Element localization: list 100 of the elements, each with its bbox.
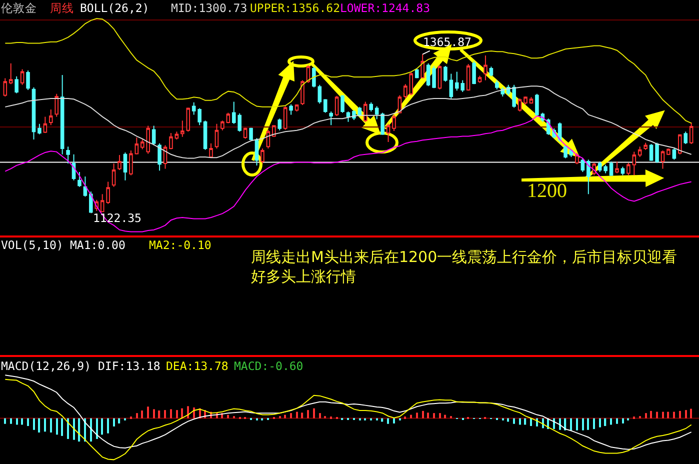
bar: [610, 418, 612, 425]
candlestick: [386, 123, 390, 143]
chart-subtitle: 周线: [50, 1, 74, 15]
bar: [685, 410, 687, 418]
candlestick: [254, 138, 259, 166]
candlestick: [666, 148, 670, 156]
bar: [56, 418, 58, 435]
bar: [427, 412, 429, 418]
candlestick: [226, 112, 230, 124]
bar: [513, 418, 515, 424]
chart-title: 伦敦金: [1, 1, 37, 15]
candlestick: [8, 62, 13, 85]
bar: [176, 410, 178, 418]
bar: [296, 412, 298, 418]
candlestick: [444, 65, 448, 82]
candlestick: [678, 134, 682, 155]
candlestick: [672, 148, 676, 160]
text: MA1:0.00: [70, 238, 126, 252]
bar: [107, 418, 109, 434]
bar: [38, 418, 40, 432]
bar: [570, 418, 572, 430]
candlestick: [369, 102, 374, 112]
text: 1365.87: [423, 35, 472, 49]
bar: [530, 418, 532, 426]
bar: [576, 418, 578, 430]
candlestick: [209, 142, 213, 158]
bar: [113, 418, 115, 426]
bar: [67, 418, 69, 439]
candlestick: [660, 150, 665, 170]
bar: [433, 413, 435, 418]
candlestick: [89, 190, 93, 214]
bar: [50, 418, 52, 432]
candlestick: [318, 84, 322, 104]
candlestick: [586, 159, 590, 195]
bar: [4, 418, 6, 424]
bar: [673, 412, 675, 418]
candlestick: [283, 106, 288, 130]
bar: [227, 414, 229, 418]
candlestick: [414, 68, 419, 79]
candlestick: [478, 75, 482, 84]
bar: [96, 418, 98, 439]
candlestick: [243, 127, 248, 140]
candlestick: [449, 73, 454, 99]
bar: [599, 418, 601, 428]
candlestick: [535, 93, 539, 117]
candlestick: [174, 131, 179, 140]
bar: [593, 418, 595, 430]
candlestick: [684, 131, 688, 144]
bar: [439, 413, 441, 418]
bar: [10, 418, 12, 424]
candlestick: [432, 65, 436, 89]
candlestick: [524, 96, 528, 105]
candlestick: [334, 95, 339, 117]
bar: [622, 418, 624, 424]
candlestick: [43, 116, 48, 134]
candlestick: [289, 104, 293, 116]
bar: [307, 410, 309, 418]
text: VOL(5,10): [1, 238, 64, 252]
candlestick: [158, 142, 162, 172]
candlestick: [649, 144, 654, 162]
candlestick: [83, 176, 88, 198]
candlestick: [60, 74, 64, 155]
candlestick: [214, 123, 219, 150]
candlestick: [3, 78, 8, 98]
candlestick: [615, 161, 619, 174]
bar: [73, 418, 75, 440]
bar: [284, 414, 286, 418]
candlestick: [329, 110, 333, 126]
legend-title: BOLL(26,2): [80, 1, 150, 15]
candlestick: [249, 127, 253, 141]
candlestick: [152, 125, 156, 146]
bar: [181, 408, 183, 418]
bar: [662, 412, 664, 418]
candlestick: [484, 55, 488, 81]
candlestick: [438, 64, 442, 90]
bar: [101, 418, 103, 435]
text: UPPER:1356.62: [250, 1, 340, 15]
bar: [616, 418, 618, 424]
candlestick: [472, 60, 476, 85]
bar: [16, 418, 18, 425]
bar: [141, 410, 143, 418]
candlestick: [112, 163, 116, 188]
bar: [164, 410, 166, 418]
bar: [147, 406, 149, 418]
candlestick: [644, 142, 648, 150]
candlestick: [632, 151, 636, 176]
candlestick: [66, 146, 70, 164]
candlestick: [300, 80, 304, 106]
candlestick: [123, 152, 128, 181]
candlestick: [54, 93, 59, 118]
bar: [158, 410, 160, 418]
candlestick: [466, 64, 470, 92]
bar: [90, 418, 92, 442]
candlestick: [529, 96, 534, 104]
bar: [27, 418, 29, 426]
candlestick: [346, 110, 350, 122]
candlestick: [312, 66, 316, 88]
candlestick: [340, 94, 344, 114]
candlestick: [364, 101, 368, 122]
candlestick: [420, 54, 424, 79]
